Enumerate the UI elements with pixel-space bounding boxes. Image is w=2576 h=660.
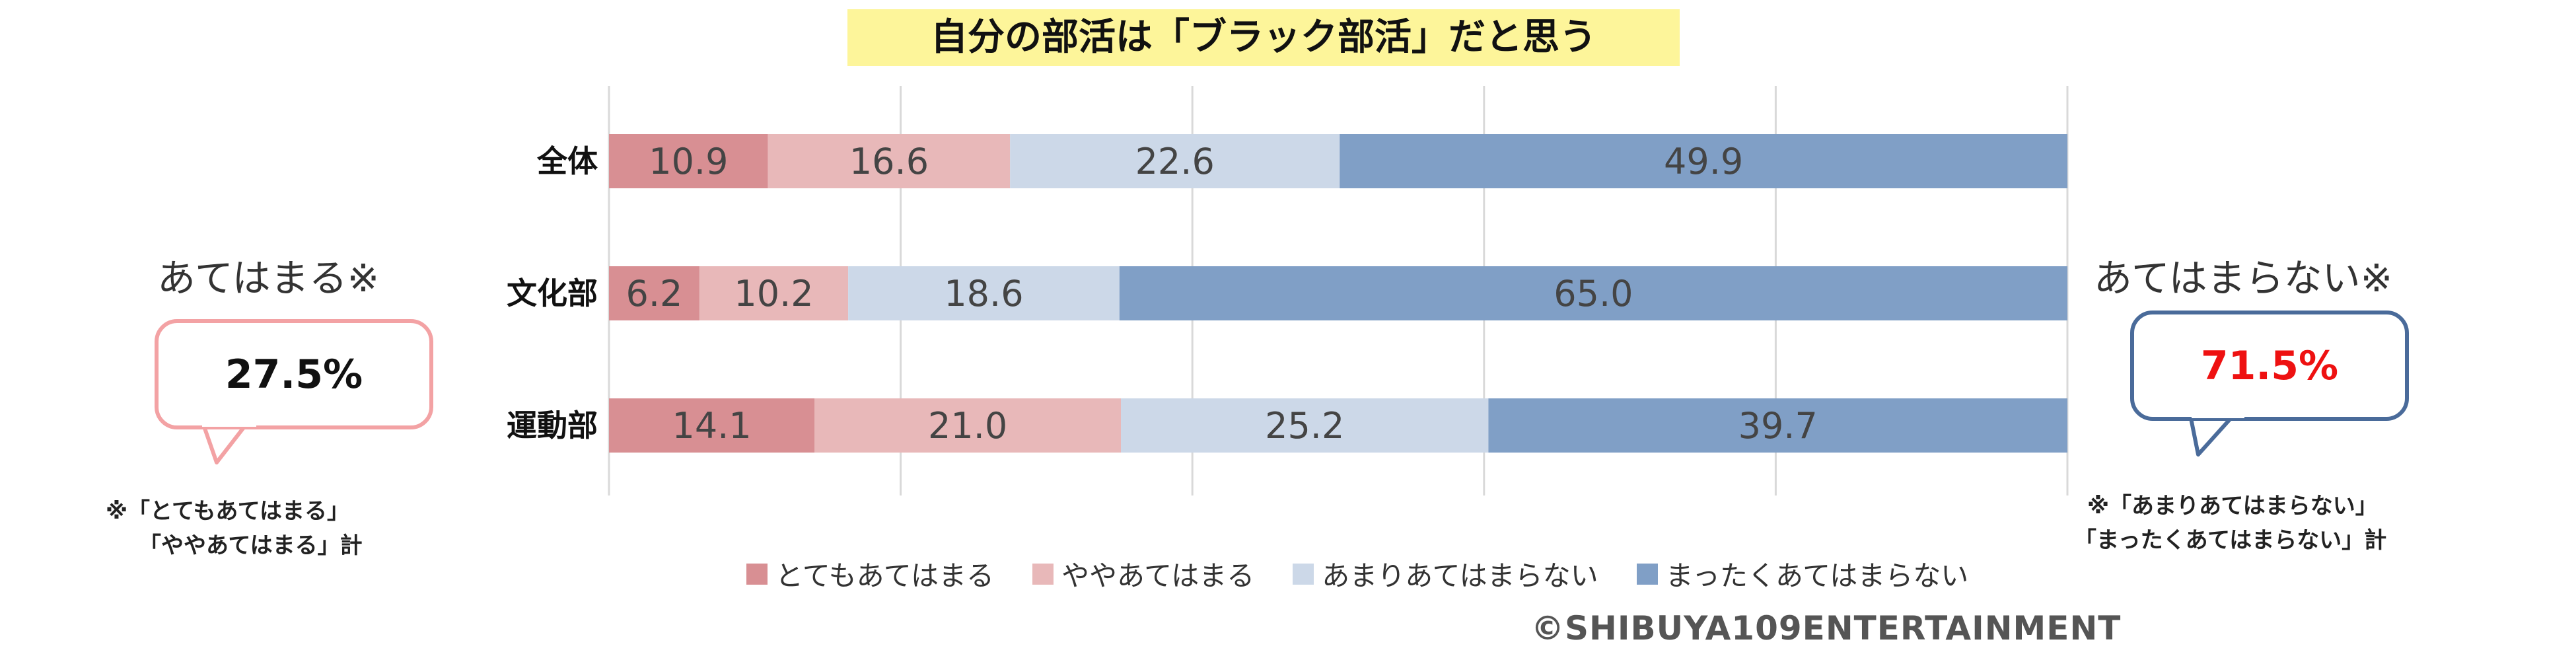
bar-segment (1121, 398, 1489, 453)
bar-segment (1340, 134, 2067, 188)
bar-segment (1488, 398, 2067, 453)
legend-swatch (1636, 563, 1658, 585)
legend-label: あまりあてはまらない (1322, 560, 1598, 592)
legend-item: まったくあてはまらない (1636, 554, 1969, 594)
bar-segment (609, 134, 768, 188)
legend-item: ややあてはまる (1032, 554, 1254, 594)
right-summary-heading: あてはまらない※ (2094, 256, 2393, 301)
legend-label: ややあてはまる (1061, 560, 1255, 592)
legend-item: あまりあてはまらない (1293, 554, 1598, 594)
bar-segment (609, 398, 815, 453)
data-label: 16.6 (849, 141, 929, 182)
bar-segment (699, 266, 849, 320)
left-summary-note: ※「とてもあてはまる」 「ややあてはまる」計 (106, 498, 363, 559)
legend-label: とてもあてはまる (775, 560, 994, 592)
legend-swatch (1293, 563, 1314, 585)
data-label: 10.2 (734, 273, 813, 314)
data-label: 18.6 (944, 273, 1023, 314)
bar-segment (848, 266, 1120, 320)
right-summary-value: 71.5% (2200, 342, 2339, 389)
data-label: 14.1 (672, 405, 752, 447)
data-label: 21.0 (928, 405, 1007, 447)
legend-swatch (746, 563, 768, 585)
left-summary-value: 27.5% (225, 351, 363, 398)
data-label: 65.0 (1554, 273, 1633, 314)
category-label: 文化部 (507, 275, 598, 311)
left-summary-heading: あてはまる※ (157, 256, 380, 301)
copyright: ©SHIBUYA109ENTERTAINMENT (1531, 609, 2122, 647)
chart-title: 自分の部活は「ブラック部活」だと思う (847, 9, 1680, 66)
data-label: 25.2 (1265, 405, 1344, 447)
data-label: 22.6 (1135, 141, 1215, 182)
data-label: 49.9 (1664, 141, 1743, 182)
bar-segment (814, 398, 1122, 453)
chart-legend: とてもあてはまる ややあてはまる あまりあてはまらない まったくあてはまらない (746, 554, 2007, 594)
data-label: 10.9 (649, 141, 728, 182)
data-label: 39.7 (1738, 405, 1818, 447)
category-label: 運動部 (507, 408, 598, 443)
category-label: 全体 (536, 143, 598, 179)
bar-segment (1119, 266, 2067, 320)
bar-segment (1010, 134, 1340, 188)
right-summary-bubble: 71.5% (2130, 311, 2409, 421)
data-label: 6.2 (626, 273, 683, 314)
left-summary-bubble: 27.5% (155, 319, 433, 429)
bar-segment (609, 266, 699, 320)
bar-segment (768, 134, 1011, 188)
legend-item: とてもあてはまる (746, 554, 994, 594)
right-summary-note: ※「あまりあてはまらない」 「まったくあてはまらない」計 (2074, 493, 2387, 554)
legend-swatch (1032, 563, 1054, 585)
legend-label: まったくあてはまらない (1665, 560, 1969, 592)
